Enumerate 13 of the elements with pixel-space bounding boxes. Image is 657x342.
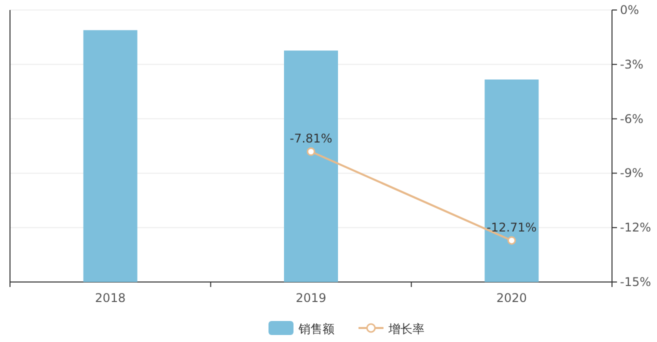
legend-label: 增长率 (388, 322, 424, 336)
y2-tick-label: -9% (620, 166, 644, 180)
x-tick-label: 2020 (496, 291, 527, 305)
y2-tick-label: -6% (620, 112, 644, 126)
y2-tick-label: -15% (620, 275, 652, 289)
data-label: -7.81% (290, 132, 332, 146)
y2-tick-label: 0% (620, 3, 640, 17)
x-tick-label: 2019 (296, 291, 326, 305)
legend-label: 销售额 (298, 322, 334, 336)
data-label: -12.71% (486, 220, 537, 234)
x-tick-label: 2018 (95, 291, 126, 305)
y2-tick-label: -3% (620, 57, 644, 72)
y2-tick-label: -12% (620, 220, 652, 235)
